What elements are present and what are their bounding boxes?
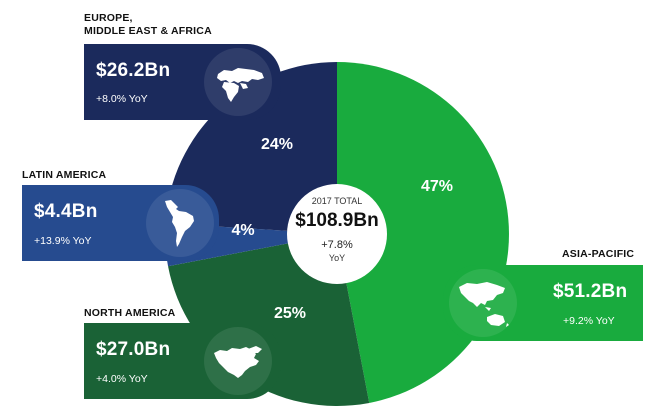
region-card-latam: $4.4Bn +13.9% YoY (22, 185, 219, 261)
region-title-north-america: NORTH AMERICA (84, 307, 176, 319)
region-title-latam: LATIN AMERICA (22, 169, 107, 181)
asia-pacific-map-icon (459, 282, 509, 327)
center-total: 2017 TOTAL $108.9Bn +7.8% YoY (287, 184, 387, 284)
slice-label-asia-pacific: 47% (420, 178, 454, 195)
yoy-north-america: +4.0% YoY (96, 373, 148, 385)
center-growth-unit: YoY (328, 253, 346, 263)
slice-label-latam: 4% (231, 222, 255, 239)
amount-north-america: $27.0Bn (96, 339, 171, 360)
slice-emea (165, 61, 337, 235)
region-card-north-america: $27.0Bn +4.0% YoY (84, 323, 281, 399)
south-america-map-icon (165, 200, 194, 247)
yoy-emea: +8.0% YoY (96, 93, 148, 105)
center-value: $108.9Bn (295, 210, 379, 231)
yoy-latam: +13.9% YoY (34, 235, 92, 247)
region-title-asia-pacific: ASIA-PACIFIC (562, 248, 635, 260)
region-title-emea: EUROPE, MIDDLE EAST & AFRICA (84, 12, 212, 37)
amount-emea: $26.2Bn (96, 60, 171, 81)
region-card-asia-pacific: $51.2Bn +9.2% YoY (443, 265, 643, 341)
slice-label-emea: 24% (260, 136, 294, 153)
europe-africa-map-icon (217, 68, 264, 102)
yoy-asia-pacific: +9.2% YoY (563, 315, 615, 327)
center-growth: +7.8% (321, 239, 353, 251)
region-card-emea: $26.2Bn +8.0% YoY (84, 44, 281, 120)
slice-label-north-america: 25% (273, 305, 307, 322)
north-america-map-icon (214, 346, 262, 378)
center-title: 2017 TOTAL (311, 196, 363, 206)
amount-latam: $4.4Bn (34, 201, 98, 222)
amount-asia-pacific: $51.2Bn (553, 281, 628, 302)
